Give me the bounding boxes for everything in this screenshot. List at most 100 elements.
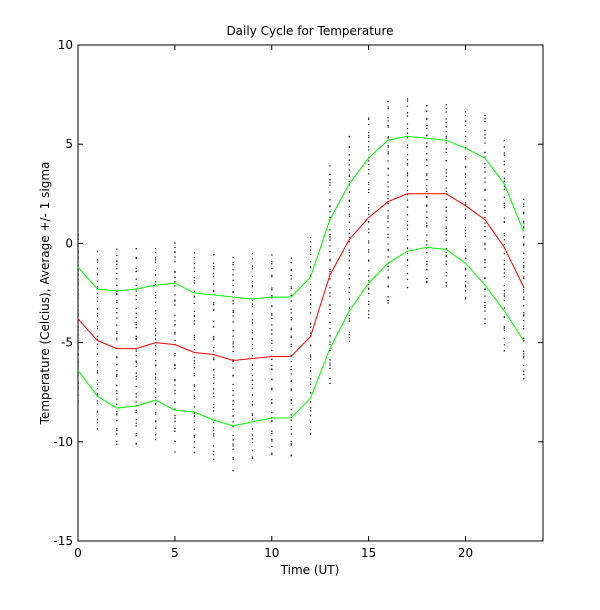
- scatter-point: [155, 327, 157, 329]
- scatter-point: [426, 196, 428, 198]
- scatter-point: [503, 204, 505, 207]
- scatter-point: [445, 118, 447, 120]
- scatter-point: [523, 211, 525, 214]
- scatter-point: [426, 240, 428, 242]
- scatter-point: [155, 434, 157, 436]
- tick-layer: 0 5 10 15 20 -15 -10 -5 0 5 10: [53, 38, 543, 560]
- scatter-point: [329, 270, 331, 273]
- scatter-point: [426, 134, 428, 136]
- scatter-point: [96, 285, 99, 288]
- scatter-point: [77, 320, 79, 322]
- scatter-point: [426, 282, 428, 284]
- scatter-point: [135, 278, 137, 280]
- scatter-point: [484, 225, 486, 227]
- scatter-point: [96, 428, 99, 430]
- scatter-point: [155, 397, 157, 399]
- scatter-point: [465, 249, 467, 251]
- scatter-point: [426, 185, 428, 187]
- scatter-point: [174, 276, 176, 279]
- scatter-point: [387, 186, 389, 188]
- scatter-point: [251, 363, 254, 365]
- scatter-point: [329, 304, 331, 306]
- scatter-point: [193, 262, 195, 265]
- scatter-point: [290, 360, 292, 363]
- scatter-point: [96, 343, 99, 345]
- scatter-point: [96, 273, 99, 275]
- scatter-point: [271, 438, 273, 440]
- scatter-point: [193, 421, 195, 424]
- scatter-point: [213, 435, 215, 437]
- scatter-point: [348, 337, 350, 339]
- scatter-point: [96, 338, 99, 340]
- scatter-point: [523, 312, 525, 314]
- scatter-point: [523, 373, 525, 375]
- scatter-point: [348, 260, 350, 262]
- scatter-point: [116, 420, 118, 422]
- scatter-point: [503, 154, 505, 156]
- scatter-point: [232, 264, 234, 266]
- scatter-point: [348, 307, 350, 309]
- scatter-point: [116, 428, 118, 430]
- scatter-point: [523, 266, 525, 268]
- scatter-point: [368, 310, 370, 312]
- scatter-point: [484, 216, 486, 219]
- scatter-point: [251, 413, 254, 415]
- scatter-point: [290, 399, 292, 401]
- scatter-point: [213, 309, 215, 311]
- scatter-point: [445, 137, 447, 139]
- scatter-point: [116, 307, 118, 310]
- scatter-point: [484, 167, 486, 169]
- scatter-point: [426, 153, 428, 155]
- scatter-point: [193, 256, 195, 259]
- scatter-point: [135, 393, 137, 395]
- scatter-point: [503, 253, 505, 255]
- scatter-point: [406, 239, 409, 241]
- scatter-point: [232, 300, 234, 302]
- scatter-point: [465, 166, 467, 168]
- scatter-point: [271, 324, 273, 326]
- scatter-point: [232, 434, 234, 437]
- scatter-point: [310, 429, 312, 431]
- scatter-point: [251, 384, 254, 386]
- scatter-point: [213, 338, 215, 341]
- scatter-point: [271, 305, 273, 307]
- scatter-point: [329, 308, 331, 310]
- scatter-point: [523, 237, 525, 239]
- scatter-point: [193, 435, 195, 437]
- scatter-point: [77, 257, 79, 259]
- scatter-point: [484, 310, 486, 312]
- scatter-point: [426, 216, 428, 219]
- scatter-point: [368, 283, 370, 286]
- scatter-point: [174, 393, 176, 395]
- scatter-point: [116, 332, 118, 335]
- scatter-point: [155, 274, 157, 276]
- scatter-point: [465, 226, 467, 228]
- scatter-point: [116, 248, 118, 250]
- scatter-point: [503, 177, 505, 179]
- scatter-point: [232, 375, 234, 377]
- scatter-point: [348, 318, 350, 320]
- scatter-point: [368, 313, 370, 315]
- scatter-point: [174, 271, 176, 274]
- scatter-point: [96, 360, 99, 363]
- scatter-point: [290, 389, 292, 391]
- scatter-point: [193, 389, 195, 392]
- scatter-point: [193, 415, 195, 418]
- scatter-point: [271, 263, 273, 265]
- scatter-point: [387, 145, 389, 147]
- scatter-point: [310, 267, 312, 269]
- scatter-point: [445, 216, 447, 218]
- scatter-point: [503, 206, 505, 209]
- scatter-point: [484, 244, 486, 246]
- scatter-point: [348, 236, 350, 239]
- scatter-point: [77, 282, 79, 284]
- scatter-point: [387, 249, 389, 251]
- scatter-point: [213, 376, 215, 378]
- scatter-point: [290, 343, 292, 345]
- scatter-point: [251, 332, 254, 334]
- scatter-point: [251, 268, 254, 270]
- scatter-point: [77, 400, 79, 402]
- scatter-point: [116, 429, 118, 432]
- scatter-point: [96, 300, 99, 302]
- scatter-point: [135, 327, 137, 329]
